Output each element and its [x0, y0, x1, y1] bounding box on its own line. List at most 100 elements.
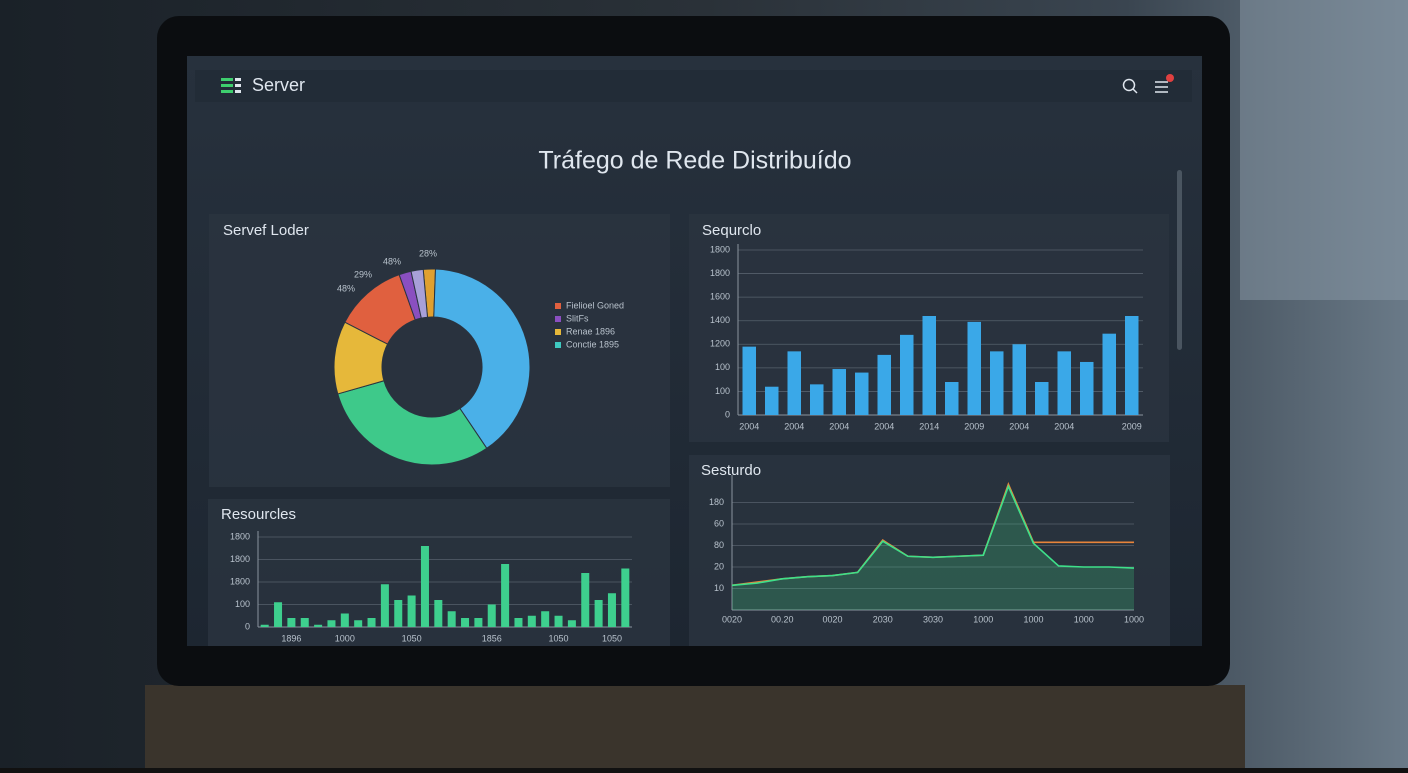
y-tick-label: 0: [245, 621, 250, 631]
legend-swatch: [555, 316, 561, 322]
bar: [300, 618, 309, 627]
y-tick-label: 0: [725, 409, 730, 419]
y-tick-label: 1400: [710, 315, 730, 325]
x-tick-label: 1856: [482, 633, 502, 643]
chart-title: Sesturdo: [701, 462, 761, 479]
y-tick-label: 80: [714, 540, 724, 550]
bar: [967, 321, 981, 415]
bar: [287, 618, 296, 627]
legend-label: Conctie 1895: [566, 339, 619, 349]
y-tick-label: 1600: [710, 292, 730, 302]
bar: [832, 369, 846, 415]
x-tick-label: 2004: [784, 421, 804, 431]
x-tick-label: 1000: [973, 614, 993, 624]
bar: [607, 593, 616, 627]
menu-icon: [221, 78, 241, 93]
bar: [855, 372, 869, 415]
x-tick-label: 1896: [281, 633, 301, 643]
bar: [1102, 333, 1116, 415]
x-tick-label: 0020: [822, 614, 842, 624]
y-tick-label: 100: [715, 362, 730, 372]
y-tick-label: 1200: [710, 339, 730, 349]
legend-label: Renae 1896: [566, 326, 615, 336]
bar: [447, 611, 456, 627]
bar: [327, 620, 336, 627]
bar: [354, 620, 363, 627]
x-tick-label: 2004: [1054, 421, 1074, 431]
x-tick-label: 1050: [602, 633, 622, 643]
chart-title: Sequrclo: [702, 222, 761, 239]
bar: [514, 618, 523, 627]
x-tick-label: 3030: [923, 614, 943, 624]
bar: [1125, 316, 1139, 415]
legend-swatch: [555, 303, 561, 309]
x-tick-label: 2004: [829, 421, 849, 431]
bar: [1035, 382, 1049, 415]
x-tick-label: 1000: [335, 633, 355, 643]
annotation: 48%: [337, 283, 355, 293]
bar: [945, 382, 959, 415]
bar: [765, 386, 779, 415]
bar: [581, 573, 590, 627]
x-tick-label: 00.20: [771, 614, 794, 624]
search-icon[interactable]: [1122, 78, 1138, 94]
x-tick-label: 0020: [722, 614, 742, 624]
x-tick-label: 2014: [919, 421, 939, 431]
bar: [922, 316, 936, 415]
annotation: 48%: [383, 256, 401, 266]
bar: [407, 595, 416, 627]
bar: [742, 346, 756, 415]
y-tick-label: 100: [715, 386, 730, 396]
legend-label: SlitFs: [566, 313, 589, 323]
bar: [877, 354, 891, 415]
bar: [554, 615, 563, 627]
bar: [621, 568, 630, 627]
y-tick-label: 1800: [710, 244, 730, 254]
annotation: 28%: [419, 248, 437, 258]
legend-swatch: [555, 329, 561, 335]
pie-slice: [337, 380, 488, 466]
y-tick-label: 1800: [230, 576, 250, 586]
bar: [787, 351, 801, 415]
bar: [340, 613, 349, 627]
bar: [810, 384, 824, 415]
x-tick-label: 1000: [1023, 614, 1043, 624]
y-tick-label: 100: [235, 599, 250, 609]
window: [1240, 0, 1408, 300]
panel: [689, 455, 1170, 646]
app-title: Server: [252, 75, 305, 95]
bar: [527, 615, 536, 627]
y-tick-label: 180: [709, 497, 724, 507]
notifications-icon[interactable]: [1155, 81, 1168, 93]
x-tick-label: 1000: [1124, 614, 1144, 624]
annotation: 29%: [354, 269, 372, 279]
chart-title: Resourcles: [221, 506, 296, 523]
bar: [394, 600, 403, 627]
bar: [541, 611, 550, 627]
y-tick-label: 60: [714, 518, 724, 528]
bar: [567, 620, 576, 627]
x-tick-label: 1050: [402, 633, 422, 643]
x-tick-label: 2004: [874, 421, 894, 431]
app-bar: [195, 70, 1192, 102]
x-tick-label: 2009: [1122, 421, 1142, 431]
pie-slice: [410, 268, 429, 319]
bar: [380, 584, 389, 627]
scrollbar[interactable]: [1177, 170, 1182, 350]
bar: [367, 618, 376, 627]
x-tick-label: 1050: [549, 633, 569, 643]
bar: [501, 564, 510, 627]
y-tick-label: 10: [714, 583, 724, 593]
badge: [1166, 74, 1174, 82]
monitor-stand: [145, 685, 1245, 768]
x-tick-label: 2004: [1009, 421, 1029, 431]
bar: [487, 604, 496, 627]
legend-swatch: [555, 342, 561, 348]
bar: [900, 334, 914, 415]
page-title: Tráfego de Rede Distribuído: [538, 147, 851, 175]
bar: [274, 602, 283, 627]
y-tick-label: 1800: [230, 531, 250, 541]
x-tick-label: 2004: [739, 421, 759, 431]
bar: [594, 600, 603, 627]
